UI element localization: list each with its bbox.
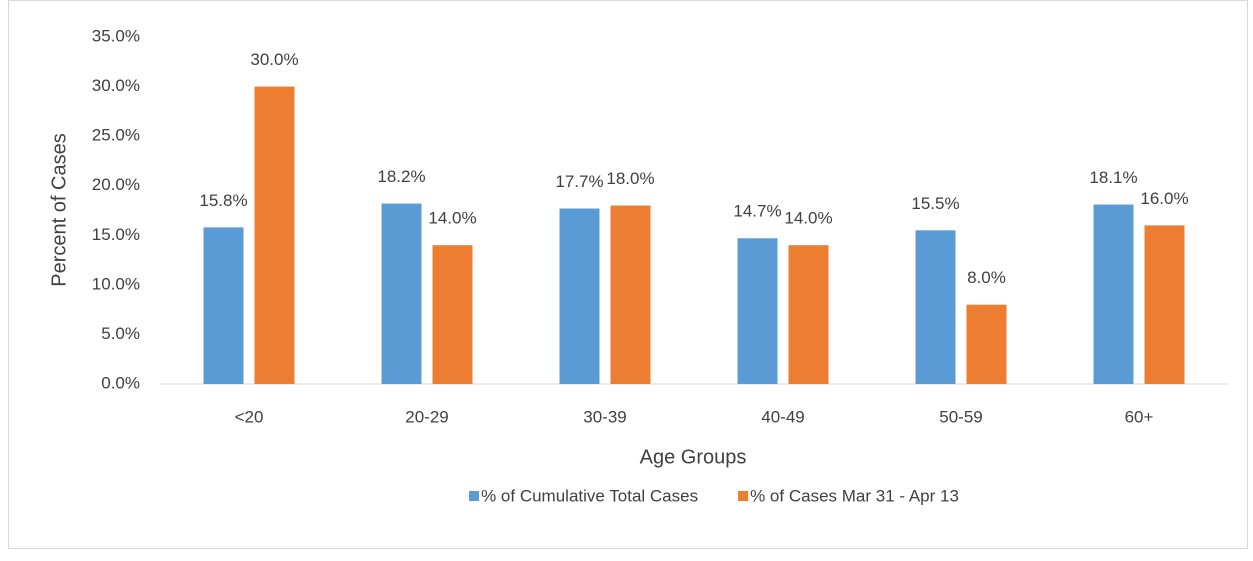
- x-tick-label: 20-29: [405, 407, 448, 426]
- y-tick-label: 10.0%: [92, 274, 140, 293]
- data-label: 17.7%: [555, 172, 603, 191]
- data-label: 14.0%: [428, 209, 476, 228]
- legend-swatch: [469, 491, 480, 501]
- data-label: 14.0%: [784, 209, 832, 228]
- bar: [254, 86, 295, 385]
- data-label: 15.5%: [911, 194, 959, 213]
- y-tick-label: 20.0%: [92, 175, 140, 194]
- legend-label: % of Cases Mar 31 - Apr 13: [750, 486, 959, 505]
- data-label: 18.0%: [606, 169, 654, 188]
- bar: [737, 238, 778, 384]
- bar: [381, 203, 422, 384]
- x-tick-label: 40-49: [761, 407, 804, 426]
- data-label: 18.1%: [1089, 168, 1137, 187]
- data-label: 16.0%: [1140, 189, 1188, 208]
- y-tick-label: 30.0%: [92, 76, 140, 95]
- y-tick-label: 25.0%: [92, 126, 140, 145]
- bar: [915, 230, 956, 384]
- x-tick-label: 30-39: [583, 407, 626, 426]
- bar: [203, 227, 244, 384]
- data-label: 15.8%: [199, 191, 247, 210]
- y-tick-label: 5.0%: [101, 324, 140, 343]
- x-tick-label: 50-59: [939, 407, 982, 426]
- x-tick-label: <20: [235, 407, 264, 426]
- bar: [1144, 225, 1185, 384]
- x-axis-title: Age Groups: [640, 446, 747, 468]
- legend-swatch: [738, 491, 749, 501]
- bar: [1093, 204, 1134, 384]
- data-label: 8.0%: [967, 268, 1006, 287]
- y-axis-title: Percent of Cases: [48, 133, 70, 286]
- bar: [432, 245, 473, 384]
- bar: [559, 208, 600, 384]
- data-label: 18.2%: [377, 167, 425, 186]
- legend-label: % of Cumulative Total Cases: [481, 486, 698, 505]
- y-tick-label: 0.0%: [101, 373, 140, 392]
- y-tick-label: 35.0%: [92, 26, 140, 45]
- bar: [788, 245, 829, 384]
- bar: [610, 205, 651, 384]
- x-tick-label: 60+: [1125, 407, 1154, 426]
- data-label: 14.7%: [733, 202, 781, 221]
- bar: [966, 304, 1007, 384]
- y-tick-label: 15.0%: [92, 225, 140, 244]
- data-label: 30.0%: [250, 50, 298, 69]
